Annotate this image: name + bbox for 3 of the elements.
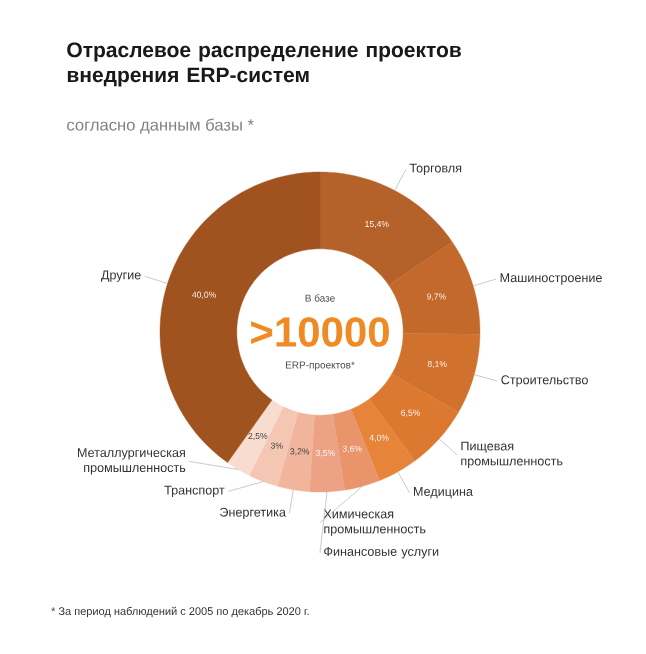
chart-title: Отраслевое распределение проектов внедрения ERP-систем bbox=[67, 42, 461, 87]
text: >10000 bbox=[251, 317, 389, 347]
chart-subtitle: согласно данным базы * bbox=[67, 118, 254, 134]
